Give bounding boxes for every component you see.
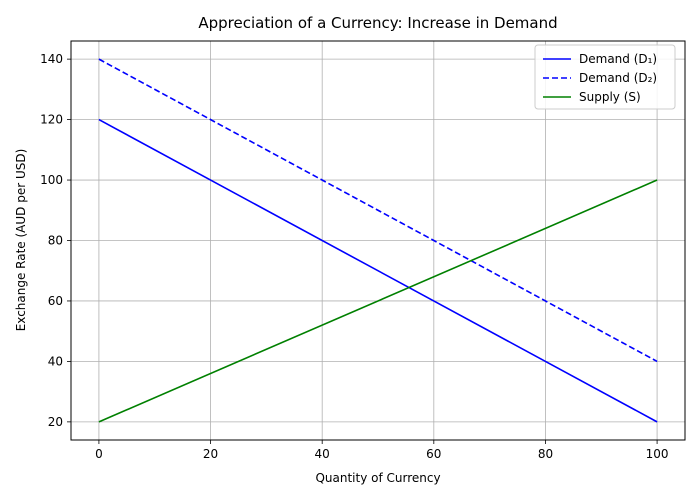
y-tick-label: 100 — [40, 173, 63, 187]
series-line-3 — [98, 179, 658, 423]
y-tick-label: 40 — [48, 354, 63, 368]
series-line-2 — [98, 58, 658, 363]
chart-title: Appreciation of a Currency: Increase in … — [198, 14, 557, 32]
series-line-1 — [98, 118, 658, 423]
x-tick-label: 60 — [426, 447, 441, 461]
plot-series — [98, 58, 658, 423]
legend-label-2: Demand (D₂) — [579, 71, 657, 85]
axis-ticks: 0 20 40 60 80 100 20 40 60 80 100 120 140 — [40, 52, 668, 461]
y-tick-label: 140 — [40, 52, 63, 66]
x-tick-label: 20 — [203, 447, 218, 461]
x-tick-label: 40 — [315, 447, 330, 461]
y-tick-label: 120 — [40, 113, 63, 127]
x-tick-label: 80 — [538, 447, 553, 461]
legend-label-1: Demand (D₁) — [579, 52, 657, 66]
x-axis-label: Quantity of Currency — [315, 471, 440, 485]
y-tick-label: 20 — [48, 415, 63, 429]
legend-label-3: Supply (S) — [579, 90, 641, 104]
x-tick-label: 100 — [646, 447, 669, 461]
x-tick-label: 0 — [95, 447, 103, 461]
y-axis-label: Exchange Rate (AUD per USD) — [14, 149, 28, 332]
legend-box — [534, 44, 676, 110]
y-tick-label: 80 — [48, 234, 63, 248]
y-tick-label: 60 — [48, 294, 63, 308]
legend: Demand (D₁) Demand (D₂) Supply (S) — [534, 44, 676, 110]
